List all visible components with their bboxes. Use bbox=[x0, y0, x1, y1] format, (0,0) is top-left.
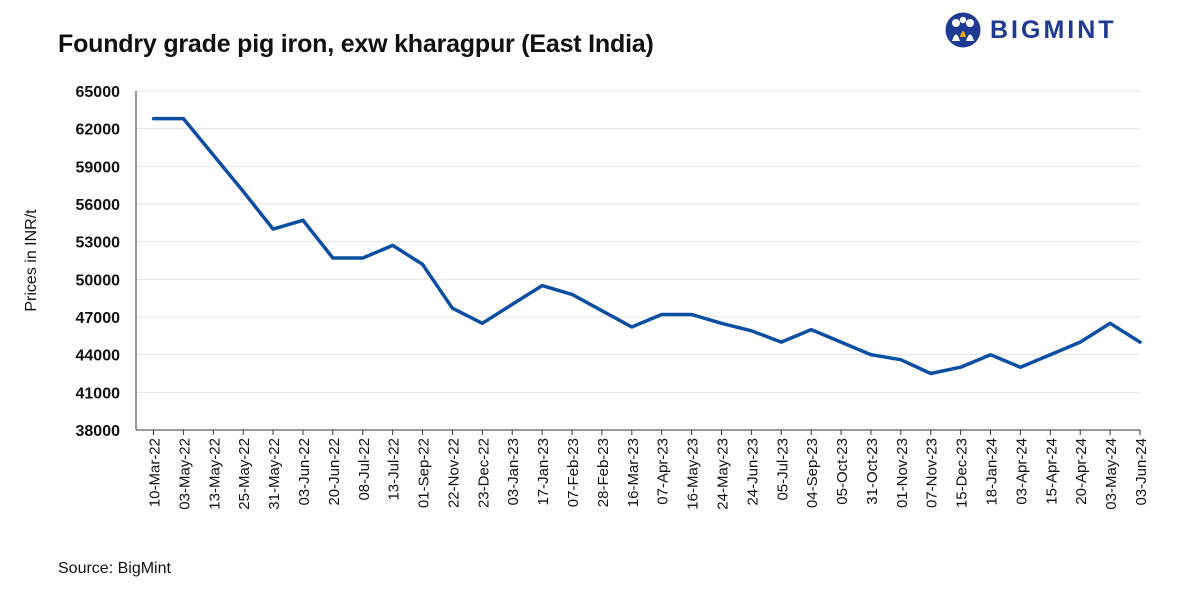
x-tick-label: 04-Sep-23 bbox=[804, 438, 821, 508]
y-axis-label: Prices in INR/t bbox=[23, 209, 40, 312]
x-tick-label: 16-May-23 bbox=[685, 438, 702, 510]
x-tick-label: 25-May-22 bbox=[236, 438, 253, 510]
x-tick-label: 17-Jan-23 bbox=[535, 438, 552, 506]
y-tick-label: 56000 bbox=[76, 197, 121, 214]
x-tick-label: 10-Mar-22 bbox=[147, 438, 164, 507]
x-tick-label: 15-Dec-23 bbox=[954, 438, 971, 508]
x-tick-label: 05-Oct-23 bbox=[834, 438, 851, 505]
y-tick-label: 38000 bbox=[76, 423, 121, 440]
y-tick-label: 53000 bbox=[76, 235, 121, 252]
x-tick-label: 07-Nov-23 bbox=[924, 438, 941, 508]
chart-title: Foundry grade pig iron, exw kharagpur (E… bbox=[58, 30, 654, 58]
x-tick-label: 15-Apr-24 bbox=[1043, 438, 1060, 505]
y-tick-label: 65000 bbox=[76, 84, 121, 101]
y-tick-label: 44000 bbox=[76, 348, 121, 365]
x-tick-label: 07-Apr-23 bbox=[655, 438, 672, 505]
x-tick-label: 31-May-22 bbox=[266, 438, 283, 510]
y-tick-label: 47000 bbox=[76, 310, 121, 327]
x-tick-label: 05-Jul-23 bbox=[774, 438, 791, 501]
x-tick-label: 03-Jan-23 bbox=[505, 438, 522, 506]
x-tick-label: 22-Nov-22 bbox=[445, 438, 462, 508]
source-note: Source: BigMint bbox=[58, 560, 171, 577]
y-tick-label: 50000 bbox=[76, 272, 121, 289]
bigmint-logo-text: BIGMINT bbox=[990, 15, 1117, 44]
x-tick-label: 20-Jun-22 bbox=[326, 438, 343, 506]
x-tick-label: 31-Oct-23 bbox=[864, 438, 881, 505]
x-tick-label: 24-May-23 bbox=[714, 438, 731, 510]
x-tick-label: 13-May-22 bbox=[206, 438, 223, 510]
x-tick-label: 24-Jun-23 bbox=[744, 438, 761, 506]
x-tick-label: 03-Apr-24 bbox=[1013, 438, 1030, 505]
bigmint-logo: BIGMINT bbox=[944, 10, 1117, 50]
x-tick-label: 03-May-22 bbox=[176, 438, 193, 510]
x-tick-label: 03-Jun-24 bbox=[1133, 438, 1150, 506]
price-series-line bbox=[151, 116, 1142, 376]
x-tick-label: 23-Dec-22 bbox=[475, 438, 492, 508]
x-tick-label: 16-Mar-23 bbox=[625, 438, 642, 507]
x-tick-label: 01-Sep-22 bbox=[416, 438, 433, 508]
x-tick-label: 18-Jan-24 bbox=[984, 438, 1001, 506]
x-tick-label: 01-Nov-23 bbox=[894, 438, 911, 508]
y-tick-label: 41000 bbox=[76, 385, 121, 402]
x-tick-label: 28-Feb-23 bbox=[595, 438, 612, 507]
x-tick-label: 13-Jul-22 bbox=[386, 438, 403, 501]
x-tick-label: 07-Feb-23 bbox=[565, 438, 582, 507]
bigmint-logo-icon bbox=[945, 12, 981, 48]
y-tick-label: 59000 bbox=[76, 159, 121, 176]
x-tick-label: 03-May-24 bbox=[1103, 438, 1120, 510]
y-tick-label: 62000 bbox=[76, 122, 121, 139]
x-tick-label: 20-Apr-24 bbox=[1073, 438, 1090, 505]
x-tick-label: 03-Jun-22 bbox=[296, 438, 313, 506]
x-tick-label: 08-Jul-22 bbox=[356, 438, 373, 501]
